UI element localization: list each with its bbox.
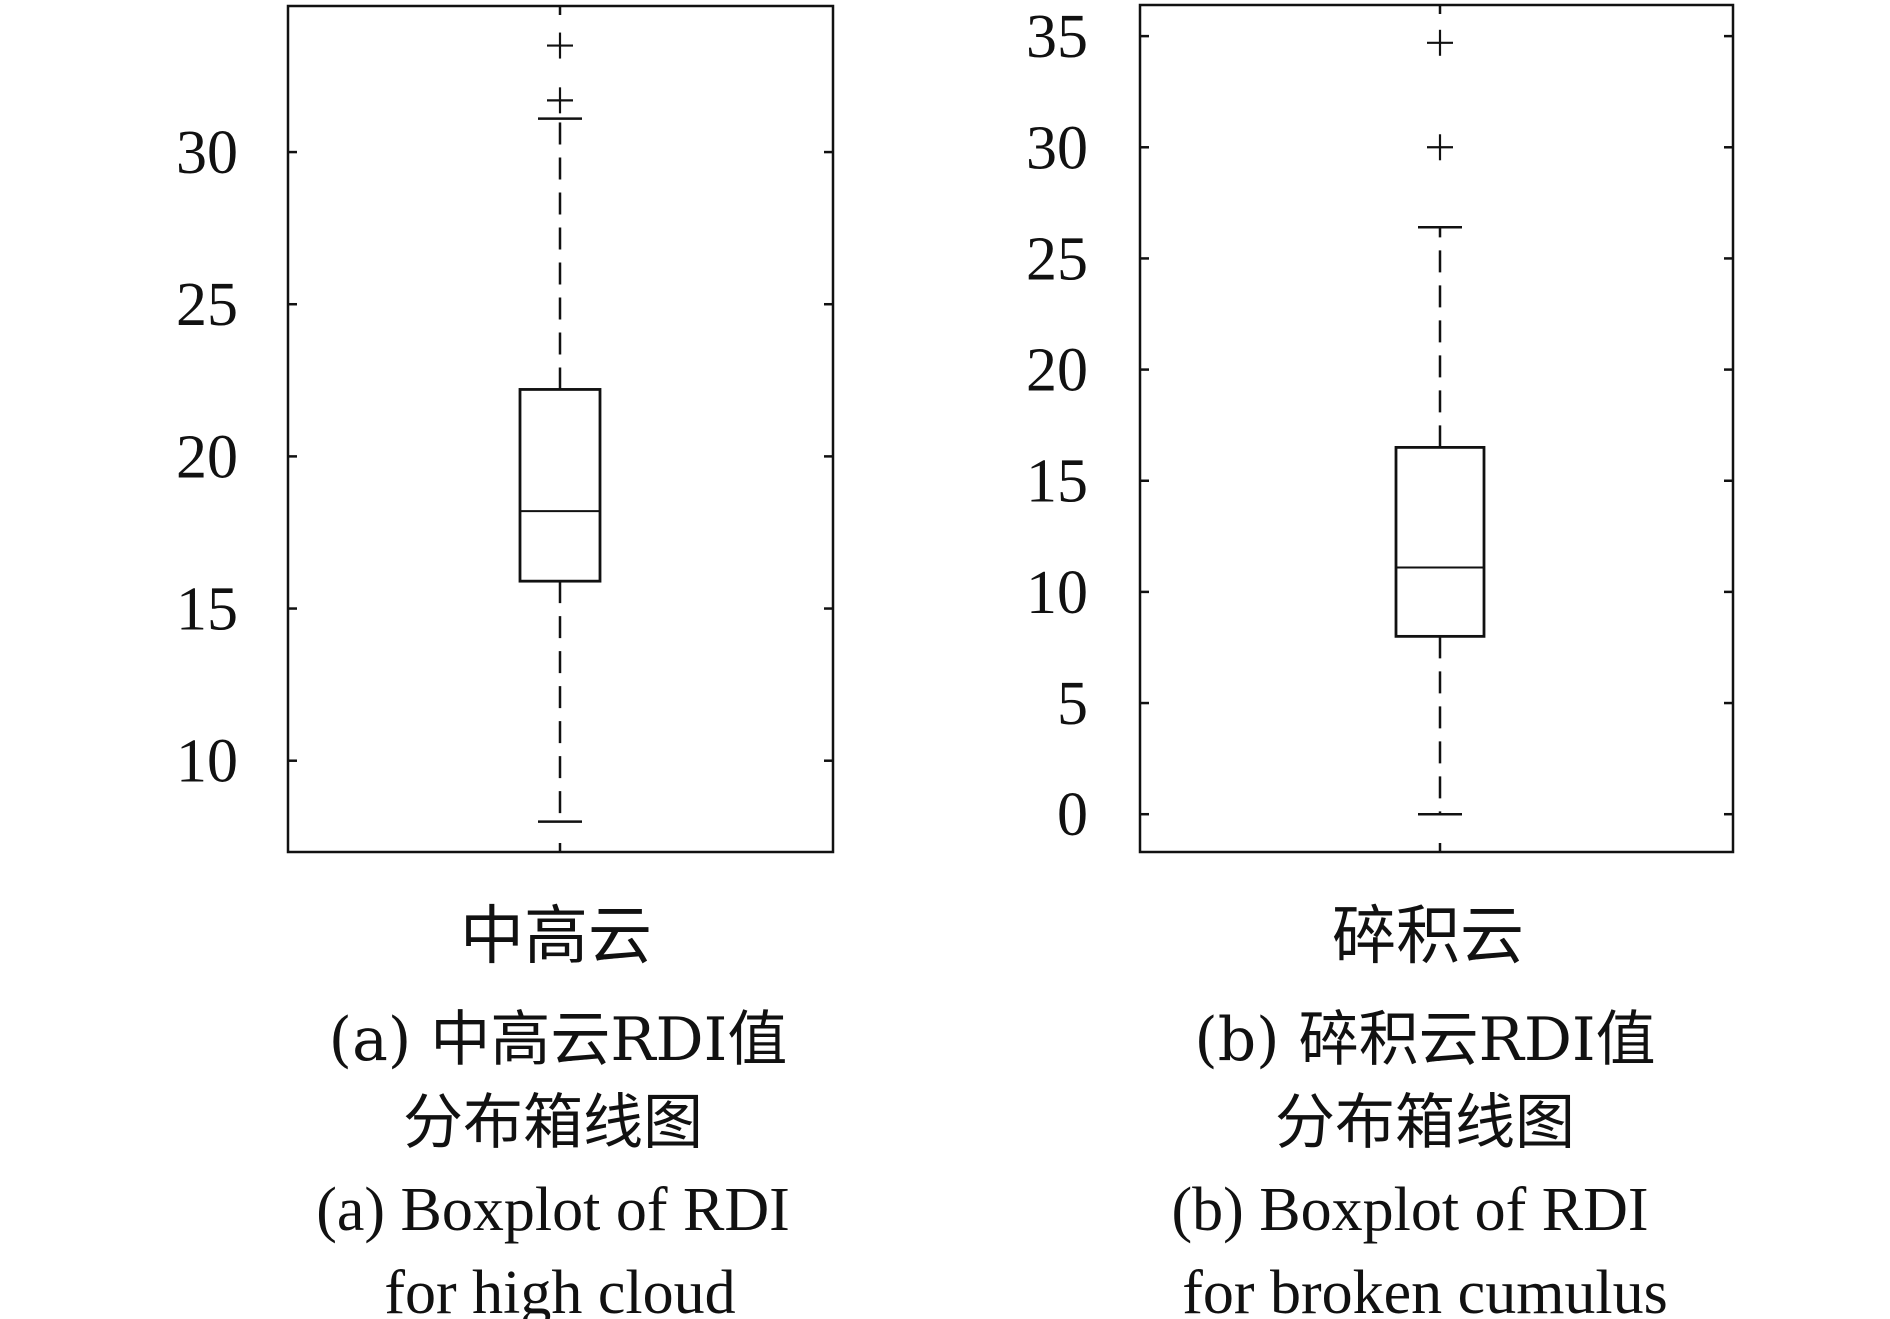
boxplot-b [1394, 29, 1486, 816]
y-tick-label: 25 [176, 271, 238, 339]
caption-en-line2-a: for high cloud [384, 1259, 735, 1319]
outlier-marker [1427, 29, 1453, 56]
y-tick-label: 25 [1026, 225, 1088, 293]
caption-en-line1-b: (b) Boxplot of RDI [1171, 1176, 1648, 1244]
boxplot-a [518, 32, 602, 823]
y-tick-label: 30 [1026, 114, 1088, 182]
y-tick-label: 0 [1057, 781, 1088, 849]
y-tick-label: 20 [1026, 337, 1088, 405]
y-axis-b: 0 5 10 15 20 25 30 35 [1026, 3, 1733, 852]
caption-en-line2-b: for broken cumulus [1182, 1259, 1668, 1319]
y-tick-label: 35 [1026, 3, 1088, 71]
y-tick-label: 10 [1026, 559, 1088, 627]
y-tick-label: 15 [1026, 448, 1088, 516]
y-tick-label: 10 [176, 728, 238, 796]
panel-a: 10 15 20 25 30 中高云 (a) 中高云RDI值 分布箱线图 (a) Box… [176, 4, 835, 1319]
panel-b: 0 5 10 15 20 25 30 35 碎积云 (b) 碎积云RDI值 分布箱线图 (b)… [1026, 3, 1735, 1319]
y-tick-label: 30 [176, 119, 238, 187]
category-label-b: 碎积云 [1332, 900, 1524, 974]
y-tick-label: 15 [176, 576, 238, 644]
outlier-marker [547, 87, 573, 114]
caption-cn-line2-b: 分布箱线图 [1275, 1088, 1575, 1158]
caption-en-line1-a: (a) Boxplot of RDI [316, 1176, 790, 1244]
y-axis-a: 10 15 20 25 30 [176, 6, 833, 852]
y-tick-label: 5 [1057, 670, 1088, 738]
category-label-a: 中高云 [460, 900, 652, 974]
caption-cn-line1-a: (a) 中高云RDI值 [329, 1005, 788, 1075]
outlier-marker [547, 32, 573, 59]
plot-frame-b [1138, 3, 1735, 854]
caption-cn-line1-b: (b) 碎积云RDI值 [1194, 1005, 1655, 1075]
outlier-marker [1427, 134, 1453, 161]
y-tick-label: 20 [176, 423, 238, 491]
caption-cn-line2-a: 分布箱线图 [403, 1088, 703, 1158]
interquartile-box [518, 388, 602, 583]
interquartile-box [1394, 445, 1486, 638]
